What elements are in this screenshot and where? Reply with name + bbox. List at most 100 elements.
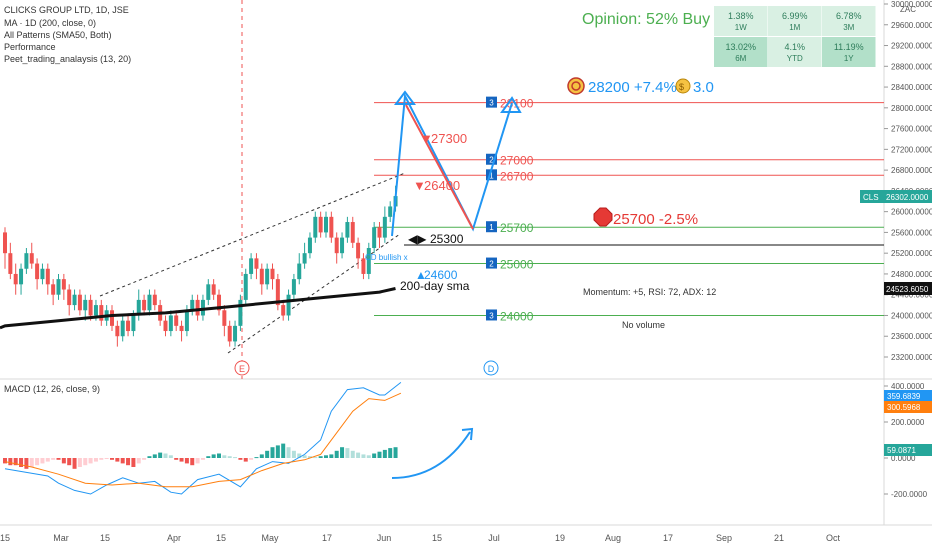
candle-body (233, 325, 238, 342)
target-icon-inner (571, 81, 581, 91)
macd-hist-bar (329, 454, 334, 458)
candle-body (142, 299, 147, 311)
level-number-badge (486, 221, 497, 233)
level-number-badge (486, 169, 497, 181)
macd-tick-label: 0.0000 (891, 454, 916, 463)
price-tick-label: 26000.0000 (891, 208, 932, 217)
macd-hist-bar (104, 458, 109, 459)
candle-body (350, 222, 355, 243)
performance-period: 1W (735, 23, 747, 32)
price-tick-label: 30000.0000 (891, 0, 932, 9)
sma-price-badge (884, 282, 932, 295)
arrow-27300-icon: ▼ (420, 131, 433, 146)
level-number: 1 (489, 223, 494, 232)
candle-body (45, 268, 50, 285)
level-number: 3 (489, 311, 494, 320)
arrow-24600-icon: ▲ (415, 268, 427, 282)
macd-hist-bar (361, 454, 366, 458)
price-axis[interactable]: 30000.0000 29600.0000 29200.0000 28800.0000… (884, 0, 932, 362)
candle-body (227, 325, 232, 342)
candle-body (222, 310, 227, 326)
time-tick-label: 17 (663, 533, 673, 543)
indicator-patterns[interactable]: All Patterns (SMA50, Both) (4, 30, 112, 40)
macd-hist-bar (136, 458, 141, 464)
macd-hist-bar (120, 458, 125, 464)
time-tick-label: May (261, 533, 279, 543)
macd-hist-bar (19, 458, 24, 467)
performance-period: 3M (843, 23, 854, 32)
time-axis[interactable]: 15 Mar 15 Apr 15 May 17 Jun 15 Jul 19 Aug 17 Sep 21 Oct (0, 533, 840, 543)
macd-hist-bar (307, 456, 312, 458)
arrow-26400-icon: ▼ (413, 178, 426, 193)
candle-body (356, 242, 361, 259)
candle-body (318, 216, 323, 233)
time-tick-label: 19 (555, 533, 565, 543)
candle-body (388, 206, 393, 217)
time-tick-label: Apr (167, 533, 181, 543)
symbol-title[interactable]: CLICKS GROUP LTD, 1D, JSE (4, 5, 129, 15)
level-number: 2 (489, 260, 494, 269)
forecast-down-line (405, 104, 474, 230)
event-e-marker[interactable] (234, 360, 250, 376)
candle-body (115, 325, 120, 337)
macd-hist-bar (93, 458, 98, 462)
time-tick-label: Aug (605, 533, 621, 543)
chart-legend: CLICKS GROUP LTD, 1D, JSE MA · 1D (200, … (4, 5, 131, 64)
macd-hist-bar (158, 452, 163, 458)
candle-body (24, 253, 29, 269)
forecast-arrowhead-1 (394, 90, 416, 105)
candle-body (179, 325, 184, 332)
macd-hist-bar (259, 454, 264, 458)
forecast-arrows (391, 90, 522, 237)
candle-body (40, 268, 45, 280)
time-tick-label: Mar (53, 533, 69, 543)
candle-body (61, 279, 66, 290)
macd-axis[interactable]: 400.0000 200.0000 0.0000 -200.0000 (884, 382, 928, 499)
price-tick-label: 24000.0000 (891, 311, 932, 320)
macd-hist-bar (254, 457, 259, 459)
macd-tick-label: 400.0000 (891, 382, 925, 391)
candle-body (217, 294, 221, 311)
price-tick-label: 24800.0000 (891, 270, 932, 279)
indicator-ma[interactable]: MA · 1D (200, close, 0) (4, 18, 96, 28)
macd-hist-bar (265, 450, 270, 458)
indicator-peet[interactable]: Peet_trading_analaysis (13, 20) (4, 54, 131, 64)
macd-forecast-arrowhead (461, 427, 474, 441)
candle-body (259, 268, 264, 285)
candle-body (286, 294, 291, 316)
macd-hist-bar (233, 457, 238, 459)
candle-body (184, 310, 189, 332)
performance-cell (714, 37, 768, 67)
candle-body (270, 268, 275, 280)
performance-value: 11.19% (834, 42, 864, 52)
indicator-performance[interactable]: Performance (4, 42, 56, 52)
macd-hist-bar (291, 450, 296, 458)
macd-hist-bar (281, 443, 286, 458)
price-tick-label: 27200.0000 (891, 145, 932, 154)
macd-hist-bar (227, 456, 232, 458)
price-tick-label: 29200.0000 (891, 42, 932, 51)
macd-hist-bar (388, 448, 393, 458)
candlestick-series (3, 185, 398, 347)
macd-hist-bar (179, 458, 184, 462)
candle-body (377, 227, 382, 238)
time-tick-label: 15 (432, 533, 442, 543)
macd-title[interactable]: MACD (12, 26, close, 9) (4, 384, 100, 394)
performance-value: 13.02% (725, 42, 756, 52)
level-lines: 3 28100 2 27000 1 26700 1 25700 2 25000 3 24000 (374, 96, 884, 323)
performance-cell (714, 6, 768, 36)
candle-body (372, 227, 377, 248)
last-price-symbol: CLS (863, 193, 879, 202)
time-tick-label: 17 (322, 533, 332, 543)
macd-hist-bar (243, 458, 248, 462)
performance-table: 1.38% 1W 6.99% 1M 6.78% 3M 13.02% 6M 4.1% YTD 11.1… (714, 6, 876, 67)
candle-body (13, 273, 18, 285)
price-tick-label: 26800.0000 (891, 166, 932, 175)
macd-hist-bar (83, 458, 88, 466)
macd-hist-bar (29, 458, 34, 467)
macd-hist-bar (313, 457, 318, 459)
event-d-marker[interactable] (483, 360, 499, 376)
price-tick-label: 28000.0000 (891, 104, 932, 113)
level-number: 2 (489, 156, 494, 165)
